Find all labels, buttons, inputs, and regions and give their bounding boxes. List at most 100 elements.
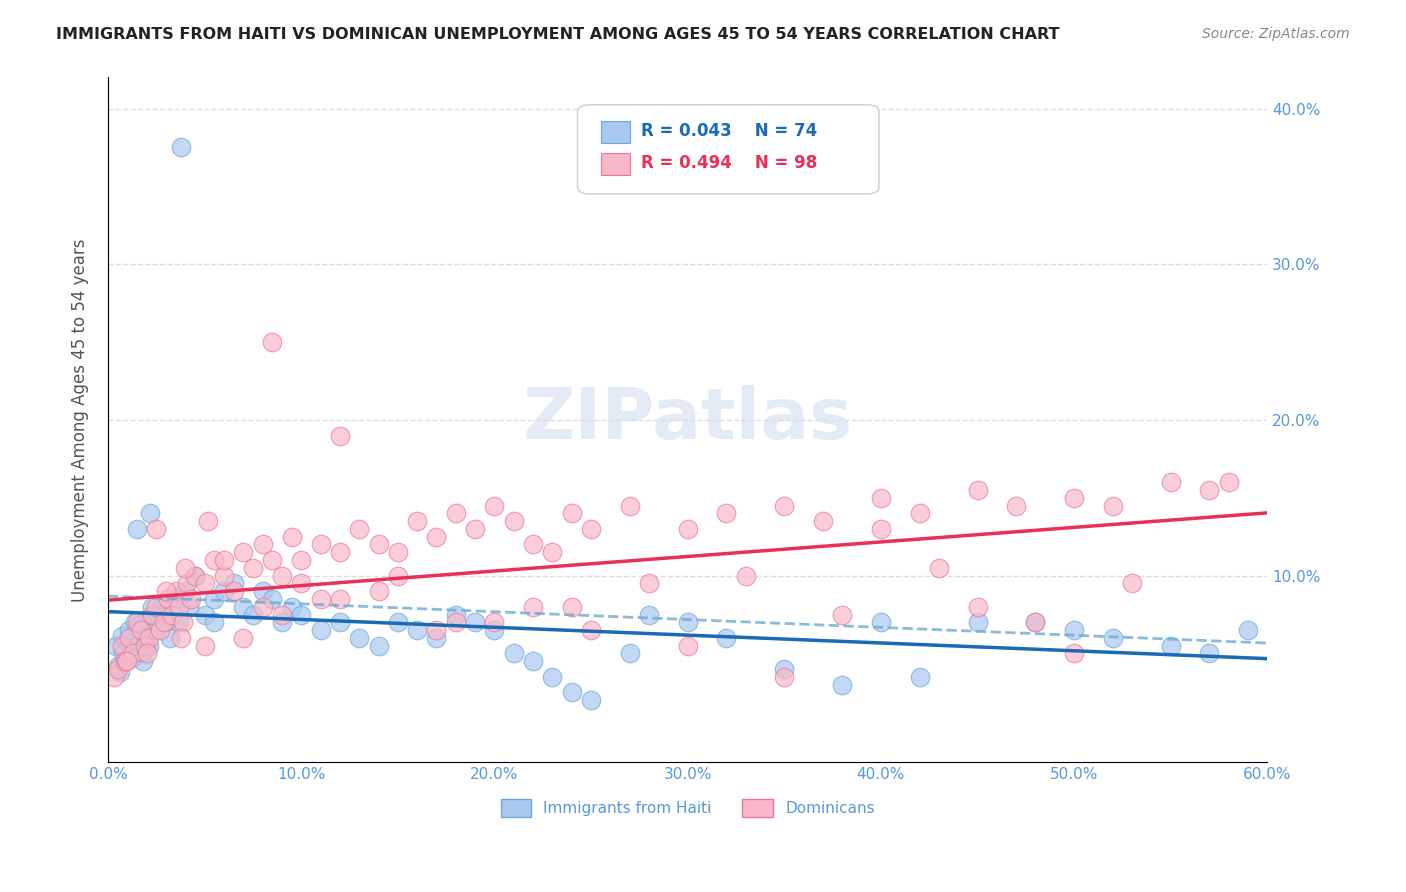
Point — [169, 599, 191, 614]
Point — [579, 623, 602, 637]
Point — [174, 561, 197, 575]
Point — [184, 568, 207, 582]
Point — [232, 599, 254, 614]
Point — [484, 499, 506, 513]
Point — [129, 623, 152, 637]
Point — [406, 514, 429, 528]
Point — [118, 623, 141, 637]
Point — [202, 591, 225, 606]
Point — [114, 654, 136, 668]
Point — [444, 615, 467, 630]
Point — [153, 615, 176, 630]
Point — [773, 499, 796, 513]
Point — [329, 545, 352, 559]
Text: IMMIGRANTS FROM HAITI VS DOMINICAN UNEMPLOYMENT AMONG AGES 45 TO 54 YEARS CORREL: IMMIGRANTS FROM HAITI VS DOMINICAN UNEMP… — [56, 27, 1060, 42]
Point — [425, 530, 447, 544]
Point — [222, 576, 245, 591]
Point — [242, 607, 264, 622]
Point — [638, 607, 661, 622]
Point — [165, 591, 187, 606]
Point — [1063, 647, 1085, 661]
Point — [232, 631, 254, 645]
Point — [174, 584, 197, 599]
Point — [619, 647, 641, 661]
Point — [444, 607, 467, 622]
Point — [145, 623, 167, 637]
Bar — [600, 153, 630, 175]
Point — [262, 553, 284, 567]
Point — [773, 670, 796, 684]
Point — [170, 140, 193, 154]
Point — [128, 618, 150, 632]
Point — [387, 615, 409, 630]
Text: R = 0.494    N = 98: R = 0.494 N = 98 — [641, 154, 817, 172]
Point — [280, 530, 302, 544]
Point — [870, 522, 893, 536]
Point — [110, 639, 132, 653]
Point — [176, 576, 198, 591]
Point — [180, 591, 202, 606]
Point — [619, 499, 641, 513]
Point — [150, 599, 173, 614]
Point — [464, 522, 486, 536]
Point — [170, 631, 193, 645]
Point — [184, 568, 207, 582]
Point — [484, 615, 506, 630]
Point — [212, 553, 235, 567]
Point — [135, 612, 157, 626]
Point — [280, 599, 302, 614]
Point — [1005, 499, 1028, 513]
Point — [1237, 623, 1260, 637]
Point — [928, 561, 950, 575]
Point — [502, 647, 524, 661]
Point — [966, 483, 988, 497]
Point — [252, 584, 274, 599]
Point — [522, 537, 544, 551]
Point — [811, 514, 834, 528]
Point — [145, 522, 167, 536]
Point — [202, 553, 225, 567]
Point — [138, 639, 160, 653]
Point — [309, 537, 332, 551]
Point — [112, 647, 135, 661]
Point — [676, 615, 699, 630]
Point — [831, 677, 853, 691]
Point — [270, 615, 292, 630]
Point — [716, 631, 738, 645]
Point — [773, 662, 796, 676]
Point — [290, 576, 312, 591]
Point — [425, 623, 447, 637]
Point — [104, 639, 127, 653]
Point — [579, 693, 602, 707]
Point — [134, 639, 156, 653]
Point — [103, 670, 125, 684]
Point — [110, 629, 132, 643]
Point — [541, 670, 564, 684]
Point — [329, 591, 352, 606]
Point — [160, 607, 183, 622]
Point — [125, 639, 148, 653]
Point — [561, 506, 583, 520]
Point — [122, 649, 145, 664]
Point — [444, 506, 467, 520]
Point — [194, 576, 217, 591]
Point — [290, 607, 312, 622]
Point — [202, 615, 225, 630]
Point — [522, 599, 544, 614]
Point — [406, 623, 429, 637]
Point — [125, 522, 148, 536]
Y-axis label: Unemployment Among Ages 45 to 54 years: Unemployment Among Ages 45 to 54 years — [72, 238, 89, 602]
Point — [270, 568, 292, 582]
Point — [107, 659, 129, 673]
Point — [212, 568, 235, 582]
Point — [541, 545, 564, 559]
Point — [347, 631, 370, 645]
Point — [252, 537, 274, 551]
Point — [1101, 631, 1123, 645]
Point — [135, 647, 157, 661]
Point — [179, 599, 201, 614]
Text: R = 0.043    N = 74: R = 0.043 N = 74 — [641, 122, 817, 140]
Point — [155, 615, 177, 630]
Point — [561, 599, 583, 614]
Point — [1198, 483, 1220, 497]
